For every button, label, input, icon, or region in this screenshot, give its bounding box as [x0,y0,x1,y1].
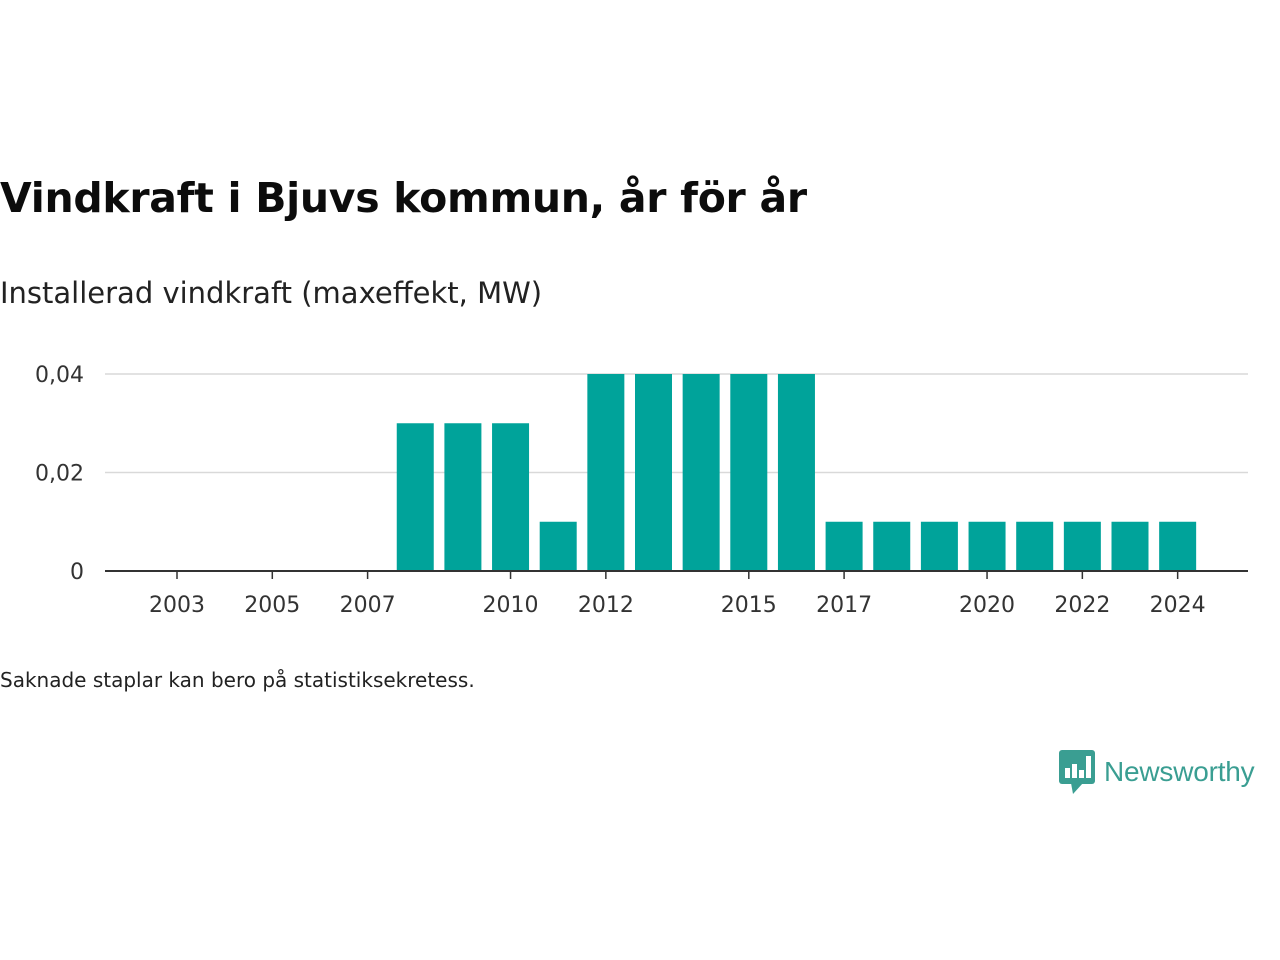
bar-2019 [921,522,958,571]
chart-subtitle: Installerad vindkraft (maxeffekt, MW) [0,276,542,310]
x-tick-label: 2010 [483,593,539,618]
brand-logo: Newsworthy [1059,750,1254,794]
footnote: Saknade staplar kan bero på statistiksek… [0,668,475,692]
bar-2023 [1112,522,1149,571]
bar-2011 [540,522,577,571]
x-tick-label: 2015 [721,593,777,618]
x-tick-label: 2012 [578,593,634,618]
bar-2008 [397,423,434,571]
bar-2009 [444,423,481,571]
x-tick-label: 2020 [959,593,1015,618]
x-tick-label: 2005 [244,593,300,618]
brand-name: Newsworthy [1104,756,1254,788]
y-axis-ticks: 0 0,02 0,04 [35,363,84,585]
x-tick-label: 2007 [340,593,396,618]
bar-2012 [587,374,624,571]
bar-2020 [969,522,1006,571]
bar-2015 [730,374,767,571]
bar-2013 [635,374,672,571]
bar-2018 [873,522,910,571]
y-tick-label: 0,02 [35,462,84,487]
y-tick-label: 0,04 [35,363,84,388]
x-tick-label: 2017 [816,593,872,618]
x-tick-label: 2024 [1150,593,1206,618]
bar-2024 [1159,522,1196,571]
bar-2010 [492,423,529,571]
bar-2021 [1016,522,1053,571]
chart-title: Vindkraft i Bjuvs kommun, år för år [0,174,807,222]
bar-2014 [683,374,720,571]
gridlines [105,374,1248,473]
bar-2017 [826,522,863,571]
newsworthy-logo-icon [1059,750,1095,794]
bar-chart: 2003 2005 2007 2010 2012 2015 2017 2020 2022 2024… [0,340,1280,630]
x-tick-label: 2003 [149,593,205,618]
bar-2016 [778,374,815,571]
x-tick-label: 2022 [1054,593,1110,618]
y-tick-label: 0 [70,560,84,585]
bar-2022 [1064,522,1101,571]
x-axis-ticks: 2003 2005 2007 2010 2012 2015 2017 2020 2022 2024 [149,571,1206,618]
